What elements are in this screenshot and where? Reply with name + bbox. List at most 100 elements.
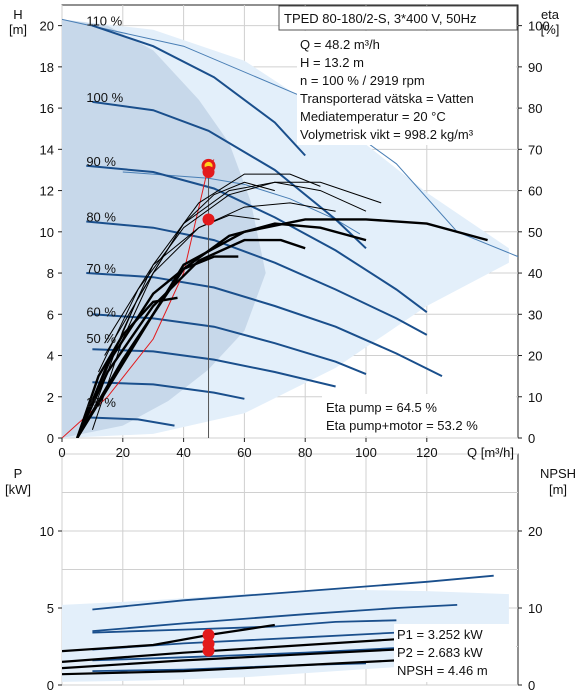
head-axis-title-symbol: H [13,7,22,22]
eta-axis-title-unit: [%] [541,22,560,37]
eta-tick-label: 30 [528,307,542,322]
head-curve [92,24,306,157]
eta-curve-thick [76,296,178,438]
q-tick-label: 0 [58,445,65,460]
efficiency-curves [76,173,488,438]
eta-tick-label: 90 [528,60,542,75]
eta-axis-title-symbol: eta [541,7,560,22]
power-curve [92,619,397,634]
chart-title: TPED 80-180/2-S, 3*400 V, 50Hz [284,11,476,26]
operating-point-marker [202,213,215,226]
h-tick-label: 12 [40,184,54,199]
speed-label: 80 % [86,210,116,225]
speed-label: 60 % [86,304,116,319]
q-tick-label: 120 [416,445,438,460]
head-curve [86,272,443,377]
power-curve [92,574,494,611]
eta-curve-thin [104,202,336,356]
info-box [297,31,516,145]
q-tick-label: 60 [237,445,251,460]
eta-tick-label: 0 [528,431,535,446]
q-tick-label: 80 [298,445,312,460]
p-tick-label: 5 [47,601,54,616]
power-axis-title-unit: [kW] [5,482,31,497]
h-tick-label: 20 [40,19,54,34]
speed-label: 50 % [86,331,116,346]
head-curve [92,381,245,400]
title-box [278,5,518,31]
info-line-temp: Mediatemperatur = 20 °C [300,109,446,124]
speed-label: 90 % [86,154,116,169]
thin-head-curve [122,171,361,235]
operating-point-markers [201,158,216,226]
eta-tick-label: 60 [528,184,542,199]
eta-tick-label: 80 [528,101,542,116]
eta-total-text: Eta pump+motor = 53.2 % [326,418,478,433]
head-curve [86,164,428,314]
eta-pump-text: Eta pump = 64.5 % [326,400,437,415]
npsh-axis-title-symbol: NPSH [540,466,576,481]
power-curve-thick [62,646,427,670]
power-curve-thick [62,659,397,676]
power-curve [92,604,458,632]
info-line-q: Q = 48.2 m³/h [300,37,380,52]
head-curves [62,18,518,438]
info-line-h: H = 13.2 m [300,55,364,70]
speed-label: 70 % [86,261,116,276]
p2-text: P2 = 2.683 kW [397,645,483,660]
npsh-axis-ticks: 0 10 20 [518,524,542,693]
h-tick-label: 4 [47,349,54,364]
eta-curve-thick [76,222,367,438]
eta-curve-thick [76,218,488,438]
power-point-marker [202,644,215,657]
speed-label: 110 % [86,14,122,29]
info-line-n: n = 100 % / 2919 rpm [300,73,425,88]
info-line-density: Volymetrisk vikt = 998.2 kg/m³ [300,127,474,142]
head-curve [92,313,367,376]
q-tick-label: 40 [176,445,190,460]
eta-curve-thin [91,173,321,414]
power-box [394,624,516,682]
head-curve [86,416,175,427]
envelope-dark-area [62,19,266,438]
eta-tick-label: 40 [528,266,542,281]
eta-axis-ticks: 0 10 20 30 40 50 60 70 80 90 100 [518,19,550,446]
speed-labels: 110 % 100 % 90 % 80 % 70 % 60 % 50 % 25 % [86,14,123,410]
eta-tick-label: 100 [528,19,550,34]
p-tick-label: 10 [40,524,54,539]
h-tick-label: 6 [47,307,54,322]
speed-label: 25 % [86,395,116,410]
p-tick-label: 0 [47,678,54,693]
eta-curve-thick [76,238,306,438]
eta-tick-label: 70 [528,142,542,157]
eta-tick-label: 20 [528,349,542,364]
h-tick-label: 16 [40,101,54,116]
head-operating-envelope [62,19,509,438]
h-tick-label: 14 [40,142,54,157]
npsh-tick-label: 0 [528,678,535,693]
eta-curve-thin [98,181,367,389]
info-line-liquid: Transporterad vätska = Vatten [300,91,474,106]
efficiency-box [322,394,516,436]
power-point-marker [202,628,215,641]
h-tick-label: 2 [47,390,54,405]
eta-tick-label: 50 [528,225,542,240]
h-tick-label: 8 [47,266,54,281]
eta-tick-label: 10 [528,390,542,405]
q-tick-label: 20 [116,445,130,460]
power-axis-title-symbol: P [14,466,23,481]
h-tick-label: 10 [40,225,54,240]
operating-point-marker [202,166,215,179]
eta-curve-thick [76,255,239,438]
head-curve [92,100,367,250]
flow-axis-title: Q [m³/h] [467,445,514,460]
speed-label: 100 % [86,90,123,105]
head-axis-title-unit: [m] [9,22,27,37]
power-markers [202,628,215,657]
head-axis-ticks: 0 2 4 6 8 10 12 14 16 18 20 [40,19,62,446]
q-tick-label: 100 [355,445,377,460]
h-tick-label: 18 [40,60,54,75]
npsh-tick-label: 20 [528,524,542,539]
npsh-axis-title-unit: [m] [549,482,567,497]
